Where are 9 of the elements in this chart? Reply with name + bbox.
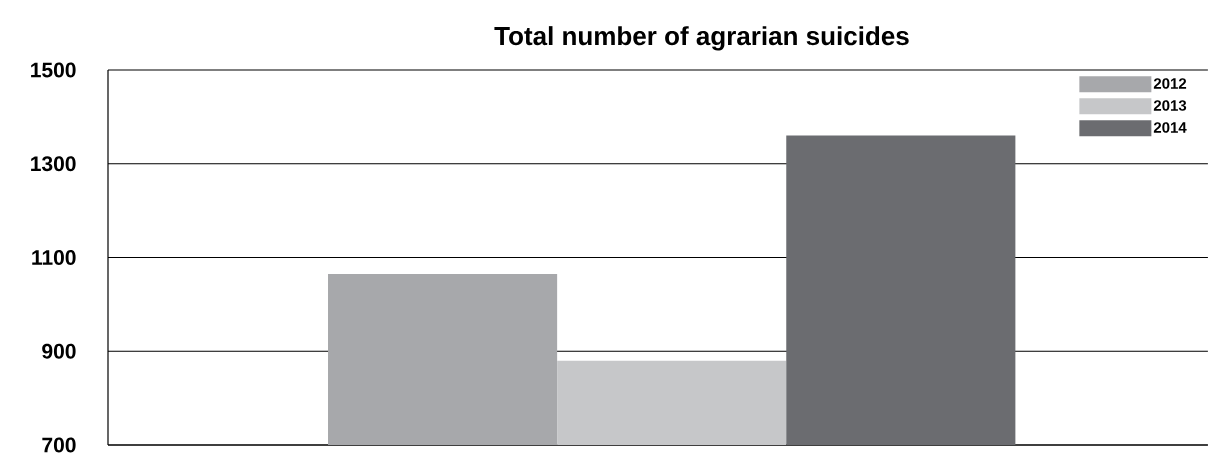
y-tick-label: 1500 — [31, 62, 76, 78]
y-tick-label: 700 — [42, 437, 76, 453]
y-tick-label: 1300 — [31, 156, 76, 172]
chart-title: Total number of agrarian suicides — [494, 26, 909, 51]
legend-label: 2014 — [1153, 122, 1187, 133]
y-tick-label: 1100 — [32, 250, 76, 265]
legend-label: 2013 — [1153, 100, 1187, 111]
legend-label: 2012 — [1153, 78, 1187, 89]
y-tick-label: 900 — [42, 343, 76, 359]
